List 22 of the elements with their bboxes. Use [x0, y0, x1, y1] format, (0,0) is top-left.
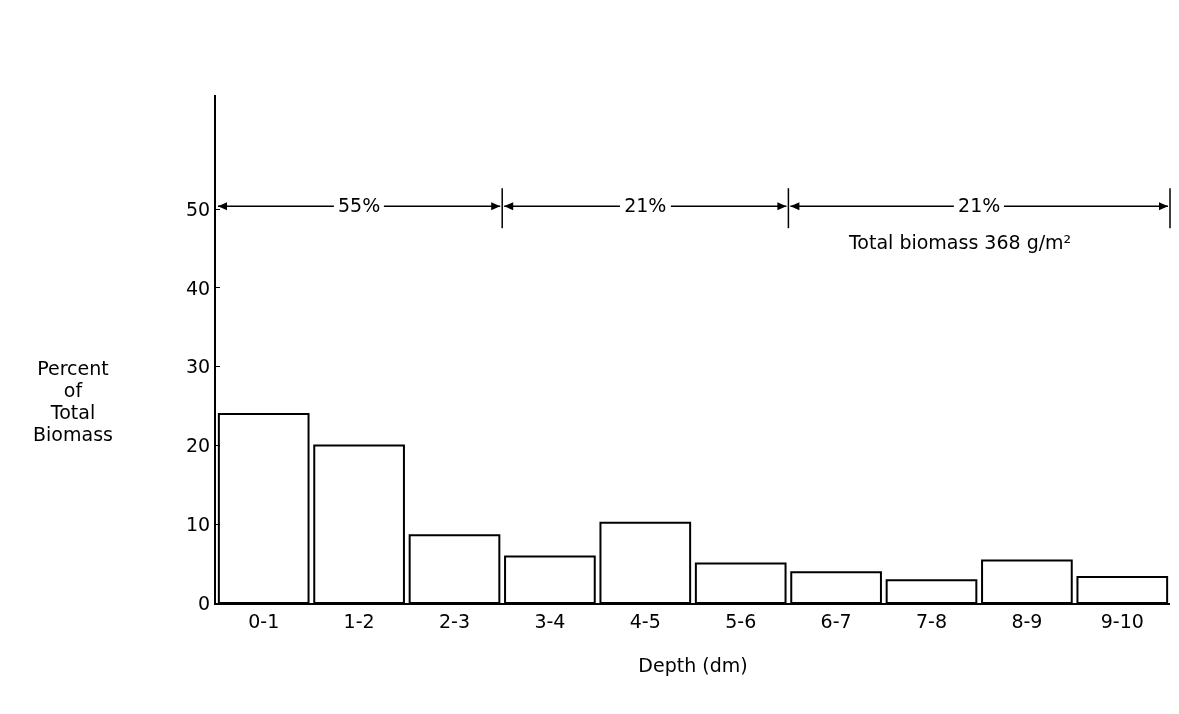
x-tick-label: 4-5 [629, 609, 661, 632]
y-tick-label: 0 [198, 591, 211, 614]
x-tick-label: 3-4 [534, 609, 566, 632]
y-tick-label: 40 [186, 276, 211, 299]
x-tick-label: 6-7 [820, 609, 852, 632]
y-tick-label: 30 [186, 355, 211, 378]
x-axis-title: Depth (dm) [638, 654, 748, 677]
y-tick-label: 50 [186, 197, 211, 220]
y-tick-label: 20 [186, 434, 211, 457]
x-tick-label: 7-8 [915, 609, 948, 632]
y-axis-title: Percent of Total Biomass [32, 357, 114, 445]
x-tick-label: 8-9 [1011, 609, 1043, 632]
annotation: 21% [620, 194, 671, 217]
x-tick-label: 0-1 [248, 609, 280, 632]
annotation: Total biomass 368 g/m² [848, 231, 1073, 254]
annotation: 55% [333, 194, 385, 217]
annotation: 21% [954, 194, 1005, 217]
y-tick-label: 10 [186, 512, 211, 535]
x-tick-label: 1-2 [343, 609, 375, 632]
x-tick-label: 2-3 [438, 609, 471, 632]
x-tick-label: 9-10 [1100, 609, 1144, 632]
x-tick-label: 5-6 [725, 609, 757, 632]
